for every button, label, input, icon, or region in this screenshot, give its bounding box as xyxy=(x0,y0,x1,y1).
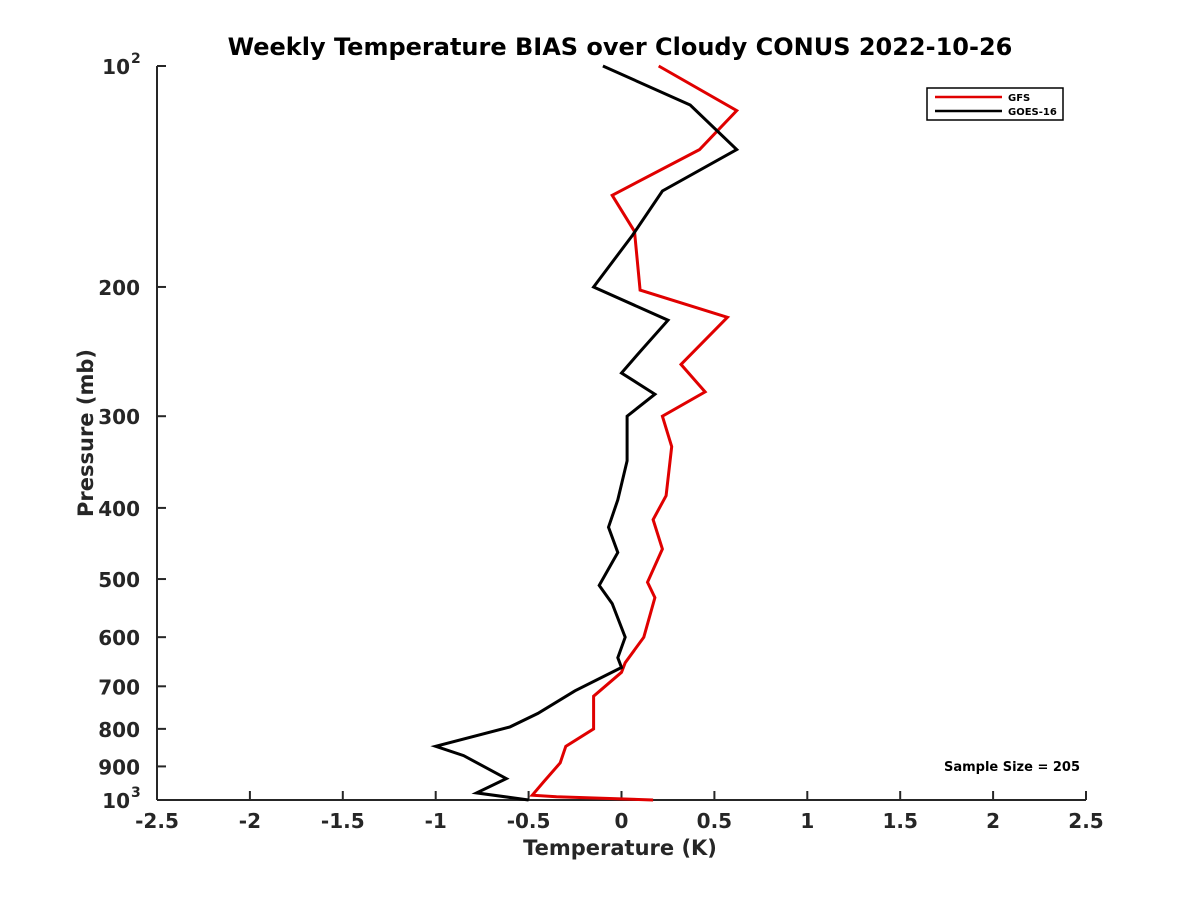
axes: -2.5 -2 -1.5 -1 -0.5 0 0.5 1 1.5 2 2.510 2200300400… xyxy=(98,51,1103,833)
x-tick-label: -1 xyxy=(425,809,447,833)
sample-size-annotation: Sample Size = 205 xyxy=(944,760,1080,775)
y-tick-label: 600 xyxy=(98,626,140,650)
series-line-gfs xyxy=(529,64,740,802)
y-axis-label: Pressure (mb) xyxy=(74,349,98,517)
x-tick-label: 2.5 xyxy=(1068,809,1103,833)
x-tick-label: 0 xyxy=(615,809,629,833)
y-tick-label: 900 xyxy=(98,755,140,779)
chart-title: Weekly Temperature BIAS over Cloudy CONU… xyxy=(228,33,1013,61)
legend: GFS GOES-16 xyxy=(926,87,1064,121)
x-tick-label: 1 xyxy=(800,809,814,833)
legend-label-goes-16: GOES-16 xyxy=(1008,107,1057,118)
y-tick-label: 400 xyxy=(98,497,140,521)
y-tick-exponent: 2 xyxy=(131,51,141,67)
x-tick-label: -2.5 xyxy=(135,809,179,833)
y-tick-label: 500 xyxy=(98,568,140,592)
y-tick-label: 10 xyxy=(102,789,130,813)
x-tick-label: -2 xyxy=(239,809,261,833)
legend-label-gfs: GFS xyxy=(1008,93,1030,104)
x-axis-label: Temperature (K) xyxy=(523,836,717,860)
x-tick-label: -1.5 xyxy=(321,809,365,833)
series-line-goes-16 xyxy=(430,64,740,802)
x-tick-label: -0.5 xyxy=(507,809,551,833)
x-tick-label: 0.5 xyxy=(697,809,732,833)
x-tick-label: 2 xyxy=(986,809,1000,833)
y-tick-label: 300 xyxy=(98,405,140,429)
y-tick-label: 10 xyxy=(102,55,130,79)
legend-box xyxy=(926,87,1064,121)
y-tick-label: 200 xyxy=(98,276,140,300)
y-tick-label: 800 xyxy=(98,718,140,742)
y-tick-exponent: 3 xyxy=(131,785,141,801)
series-group xyxy=(430,64,740,802)
y-tick-label: 700 xyxy=(98,675,140,699)
x-tick-label: 1.5 xyxy=(882,809,917,833)
